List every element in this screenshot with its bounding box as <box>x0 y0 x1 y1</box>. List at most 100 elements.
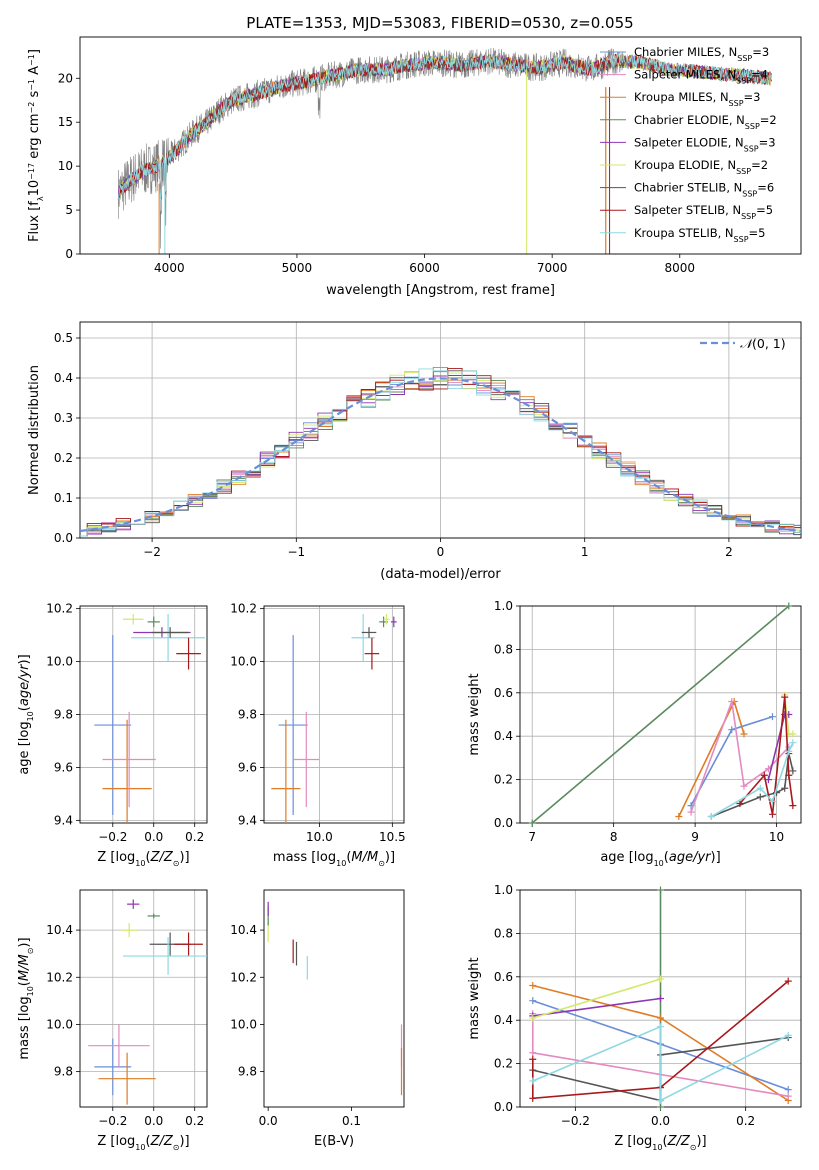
residuals-ytick-label: 0.2 <box>54 451 73 465</box>
spectrum-ytick-label: 5 <box>65 203 73 217</box>
normal-curve-line <box>80 377 801 533</box>
errorbar-point <box>123 613 144 625</box>
residual-histogram-step <box>80 371 801 537</box>
residuals-ytick-label: 0.0 <box>54 531 73 545</box>
legend-label: Chabrier STELIB, NSSP=6 <box>634 181 774 199</box>
weight-vs-age-xlabel: age [log10(age/yr)] <box>600 850 720 868</box>
errorbar-point <box>127 899 140 909</box>
age-vs-mass-axes <box>260 605 405 827</box>
mass-weight-marker <box>756 793 764 801</box>
legend-label: Salpeter ELODIE, NSSP=3 <box>634 135 776 153</box>
errorbar-point <box>123 937 207 975</box>
age-vs-mass-ytick-label: 9.4 <box>238 813 257 827</box>
mass-weight-marker <box>675 812 683 820</box>
mass-weight-marker <box>736 799 744 807</box>
mass-weight-marker <box>784 1086 792 1094</box>
observed-spectrum-line <box>118 47 624 249</box>
legend-label: Kroupa ELODIE, NSSP=2 <box>634 158 768 176</box>
age-vs-Z-ylabel: age [log10(age/yr)] <box>17 654 35 774</box>
weight-vs-age-xtick-label: 7 <box>528 830 536 844</box>
errorbar-point <box>174 932 203 957</box>
weight-vs-Z-ytick-label: 0.8 <box>494 926 513 940</box>
weight-vs-age-xtick-label: 10 <box>769 830 784 844</box>
mass-vs-Z-xtick-label: 0.2 <box>185 1114 204 1128</box>
weight-vs-age-ytick-label: 0.4 <box>494 729 513 743</box>
mass-weight-marker <box>529 1014 537 1022</box>
mass-weight-marker <box>764 776 772 784</box>
weight-vs-Z-xtick-label: 0.2 <box>736 1114 755 1128</box>
weight-vs-Z-xtick-label: 0.0 <box>651 1114 670 1128</box>
weight-vs-age-xtick-label: 8 <box>610 830 618 844</box>
mass-weight-marker <box>740 730 748 738</box>
mass-vs-Z-xtick-label: −0.2 <box>98 1114 127 1128</box>
residuals-axes <box>76 321 802 542</box>
mass-weight-marker <box>789 730 797 738</box>
weight-vs-Z-ytick-label: 1.0 <box>494 883 513 897</box>
residual-histogram-step <box>80 370 801 537</box>
age-vs-mass-ytick-label: 9.8 <box>238 708 257 722</box>
legend-label: Chabrier MILES, NSSP=3 <box>634 45 769 63</box>
legend-label: Kroupa STELIB, NSSP=5 <box>634 226 765 244</box>
mass-vs-ebv-xtick-label: 0.0 <box>259 1114 278 1128</box>
errorbar-point <box>102 711 156 808</box>
legend-label: Salpeter MILES, NSSP=4 <box>634 68 768 86</box>
errorbar-point <box>94 1038 132 1096</box>
errorbar-point <box>364 637 380 670</box>
mass-vs-Z-ytick-label: 10.4 <box>46 923 73 937</box>
residuals-xlabel: (data-model)/error <box>380 567 501 582</box>
mass-weight-marker <box>657 1023 664 1031</box>
age-vs-Z-ytick-label: 10.0 <box>46 655 73 669</box>
weight-vs-age-ytick-label: 0.2 <box>494 773 513 787</box>
mass-vs-ebv-ytick-label: 10.0 <box>230 1017 257 1031</box>
errorbar-point <box>98 1052 156 1105</box>
age-vs-mass-ytick-label: 9.6 <box>238 760 257 774</box>
mass-weight-line <box>532 978 661 1019</box>
mass-weight-marker <box>657 886 664 894</box>
weight-vs-age-ytick-label: 0.0 <box>494 816 513 830</box>
weight-vs-age-frame <box>519 605 802 824</box>
spectrum-frame <box>79 36 802 255</box>
mass-weight-marker <box>768 797 776 805</box>
age-vs-mass-ytick-label: 10.0 <box>230 655 257 669</box>
age-vs-Z-ytick-label: 9.8 <box>54 708 73 722</box>
mass-weight-line <box>532 1025 789 1102</box>
residuals-ylabel: Normed distribution <box>27 365 42 495</box>
mass-weight-marker <box>657 995 664 1002</box>
mass-vs-Z-frame <box>79 889 208 1108</box>
age-vs-Z-frame <box>79 605 208 824</box>
figure-title: PLATE=1353, MJD=53083, FIBERID=0530, z=0… <box>246 14 633 32</box>
age-vs-Z-axes <box>76 605 208 827</box>
weight-vs-Z-ylabel: mass weight <box>467 957 482 1039</box>
spectrum-ytick-label: 10 <box>58 159 73 173</box>
errorbar-point <box>147 913 160 919</box>
mass-weight-line <box>532 997 661 1017</box>
legend-label: Salpeter STELIB, NSSP=5 <box>634 203 773 221</box>
legend-label: 𝒩(0, 1) <box>740 336 786 351</box>
residuals-frame <box>79 321 802 539</box>
weight-vs-age-ytick-label: 0.8 <box>494 642 513 656</box>
residuals-xtick-label: −2 <box>143 545 161 559</box>
spectrum-ytick-label: 20 <box>58 71 73 85</box>
age-vs-Z-xtick-label: 0.2 <box>185 830 204 844</box>
errorbar-point <box>88 1024 150 1067</box>
mass-weight-marker <box>756 784 764 792</box>
spectrum-ytick-label: 0 <box>65 247 73 261</box>
mass-weight-marker <box>740 782 748 790</box>
errorbar-point <box>151 627 189 638</box>
spectrum-axes <box>76 36 802 258</box>
mass-vs-Z-ytick-label: 10.0 <box>46 1017 73 1031</box>
age-vs-mass-xtick-label: 10.0 <box>306 830 333 844</box>
mass-weight-marker <box>657 1014 664 1022</box>
spectrum-ytick-label: 15 <box>58 115 73 129</box>
mass-weight-marker <box>789 739 797 747</box>
mass-weight-marker <box>784 1031 792 1039</box>
errorbar-point <box>120 923 138 938</box>
residual-histogram-step <box>80 366 801 537</box>
residual-histogram-step <box>80 375 801 537</box>
errorbar-point <box>390 616 397 628</box>
errorbar-point <box>102 719 152 823</box>
spectrum-xtick-label: 4000 <box>154 261 185 275</box>
mass-vs-Z-xtick-label: 0.0 <box>144 1114 163 1128</box>
age-vs-mass-xtick-label: 10.5 <box>379 830 406 844</box>
